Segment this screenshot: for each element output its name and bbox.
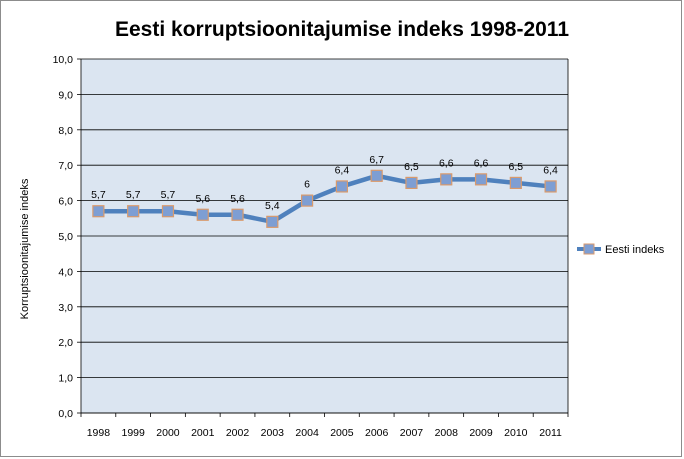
x-tick-label: 2011 <box>539 427 562 439</box>
data-point-marker <box>544 180 557 193</box>
y-tick-label: 10,0 <box>53 54 74 66</box>
data-label: 5,7 <box>161 189 176 201</box>
y-tick-label: 0,0 <box>58 408 73 420</box>
data-point-marker <box>161 205 175 218</box>
x-tick-label: 2009 <box>469 427 493 439</box>
data-label: 5,6 <box>195 193 210 205</box>
data-point-marker <box>266 215 279 228</box>
data-label: 6,6 <box>439 157 454 169</box>
data-point-marker <box>335 180 348 193</box>
data-point-marker <box>370 169 383 182</box>
data-point-marker <box>405 176 418 189</box>
data-label: 6 <box>304 179 310 191</box>
data-label: 5,6 <box>230 193 245 205</box>
y-axis-label: Korruptsioonitajumise indeks <box>19 178 31 319</box>
x-tick-label: 2003 <box>261 427 285 439</box>
data-label: 6,6 <box>474 157 489 169</box>
x-tick-label: 1998 <box>87 427 111 439</box>
data-point-marker <box>440 173 453 186</box>
y-tick-label: 9,0 <box>58 89 73 101</box>
x-tick-label: 2002 <box>226 427 250 439</box>
data-label: 5,7 <box>126 189 141 201</box>
legend-marker-swatch <box>583 243 595 255</box>
y-tick-label: 7,0 <box>58 160 73 172</box>
data-point-marker <box>127 205 140 218</box>
data-label: 6,4 <box>335 164 350 176</box>
data-label: 6,4 <box>543 164 558 176</box>
data-label: 6,5 <box>509 161 524 173</box>
plot-area: 0,0 1,0 2,0 3,0 4,0 5,0 6,0 7,0 8,0 9,0 10,0 1998 19… <box>53 54 569 439</box>
x-tick-label: 2008 <box>435 427 459 439</box>
data-label: 5,4 <box>265 200 280 212</box>
y-tick-label: 6,0 <box>58 196 73 208</box>
data-point-marker <box>301 194 314 207</box>
data-point-marker <box>509 176 522 189</box>
y-tick-label: 4,0 <box>58 266 73 278</box>
data-label: 5,7 <box>91 189 106 201</box>
x-tick-label: 2010 <box>504 427 528 439</box>
legend: Eesti indeks <box>577 243 665 256</box>
y-tick-label: 1,0 <box>58 373 73 385</box>
y-tick-label: 8,0 <box>58 125 73 137</box>
x-tick-label: 2006 <box>365 427 389 439</box>
chart-title: Eesti korruptsioonitajumise indeks 1998-… <box>115 18 569 41</box>
data-label: 6,5 <box>404 161 419 173</box>
data-point-marker <box>231 208 244 221</box>
x-tick-label: 1999 <box>121 427 145 439</box>
x-tick-label: 2004 <box>295 427 319 439</box>
data-point-marker <box>474 173 488 186</box>
x-tick-label: 2005 <box>330 427 354 439</box>
x-tick-label: 2000 <box>156 427 180 439</box>
y-tick-label: 2,0 <box>58 337 73 349</box>
y-tick-label: 3,0 <box>58 302 73 314</box>
data-point-marker <box>92 205 105 218</box>
data-label: 6,7 <box>369 154 384 166</box>
y-tick-label: 5,0 <box>58 231 73 243</box>
x-tick-label: 2001 <box>191 427 215 439</box>
x-tick-label: 2007 <box>400 427 424 439</box>
data-point-marker <box>196 208 209 221</box>
legend-label: Eesti indeks <box>605 244 665 256</box>
